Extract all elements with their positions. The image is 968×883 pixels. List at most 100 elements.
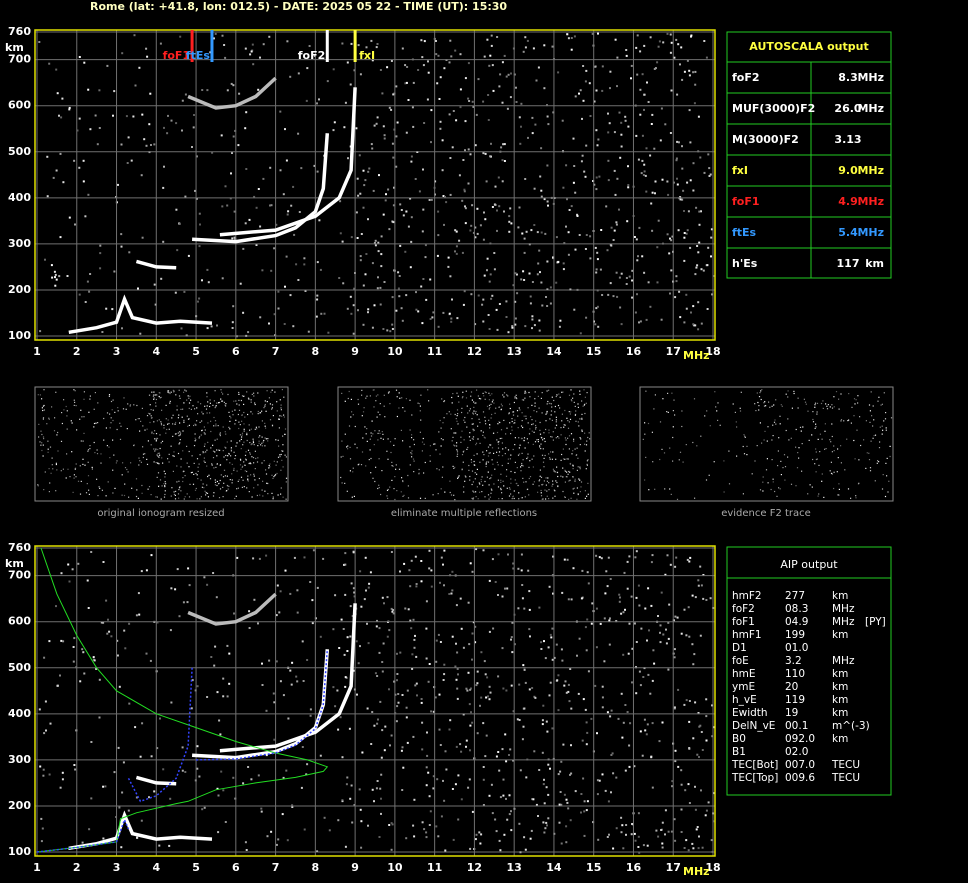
noise-dot (815, 448, 817, 450)
noise-dot (182, 480, 184, 483)
noise-dot (646, 81, 648, 84)
noise-dot (180, 458, 182, 460)
noise-dot (510, 454, 512, 456)
noise-dot (159, 447, 161, 450)
noise-dot (178, 480, 180, 482)
noise-dot (638, 321, 640, 324)
noise-dot (563, 684, 566, 687)
noise-dot (520, 425, 523, 427)
x-tick-label: 4 (152, 345, 160, 358)
noise-dot (370, 743, 373, 745)
noise-dot (440, 438, 442, 440)
noise-dot (368, 52, 371, 55)
noise-dot (365, 589, 367, 592)
noise-dot (71, 451, 73, 453)
noise-dot (487, 494, 490, 496)
noise-dot (175, 394, 177, 396)
noise-dot (448, 61, 451, 64)
noise-dot (653, 662, 656, 665)
x-tick-label: 13 (507, 861, 522, 874)
noise-dot (275, 464, 277, 466)
noise-dot (873, 435, 875, 437)
noise-dot (634, 311, 637, 314)
noise-dot (625, 833, 627, 836)
noise-dot (362, 437, 364, 439)
noise-dot (284, 433, 286, 435)
noise-dot (341, 482, 343, 484)
noise-dot (172, 423, 174, 425)
x-tick-label: 12 (467, 861, 482, 874)
noise-dot (521, 452, 523, 454)
noise-dot (233, 469, 235, 471)
noise-dot (207, 475, 209, 478)
noise-dot (555, 480, 557, 482)
noise-dot (219, 434, 221, 436)
noise-dot (67, 563, 70, 566)
noise-dot (565, 841, 568, 844)
noise-dot (646, 723, 649, 726)
noise-dot (397, 693, 400, 695)
noise-dot (383, 749, 386, 752)
noise-dot (453, 432, 455, 434)
noise-dot (477, 498, 479, 500)
noise-dot (581, 430, 583, 432)
noise-dot (73, 399, 75, 401)
noise-dot (182, 601, 185, 604)
noise-dot (180, 490, 182, 492)
noise-dot (262, 43, 265, 46)
noise-dot (213, 664, 216, 667)
noise-dot (85, 492, 88, 494)
noise-dot (628, 744, 631, 747)
noise-dot (600, 229, 603, 231)
noise-dot (468, 703, 471, 706)
noise-dot (497, 441, 499, 443)
noise-dot (410, 559, 413, 562)
noise-dot (456, 442, 458, 444)
noise-dot (466, 689, 469, 692)
noise-dot (570, 598, 573, 601)
noise-dot (551, 727, 554, 730)
noise-dot (609, 243, 612, 246)
noise-dot (41, 407, 43, 409)
noise-dot (351, 411, 353, 413)
noise-dot (138, 457, 140, 459)
noise-dot (81, 416, 83, 418)
noise-dot (784, 466, 787, 468)
noise-dot (568, 421, 570, 423)
noise-dot (622, 847, 625, 850)
noise-dot (487, 119, 490, 121)
noise-dot (468, 464, 470, 467)
noise-dot (464, 149, 466, 152)
noise-dot (443, 673, 446, 676)
noise-dot (282, 450, 284, 452)
noise-dot (246, 434, 248, 436)
noise-dot (234, 497, 236, 500)
noise-dot (261, 462, 263, 464)
noise-dot (145, 47, 148, 50)
noise-dot (396, 121, 399, 124)
noise-dot (853, 415, 855, 417)
noise-dot (683, 236, 686, 239)
noise-dot (659, 458, 661, 461)
noise-dot (659, 421, 662, 423)
noise-dot (439, 76, 442, 79)
noise-dot (402, 481, 404, 483)
noise-dot (153, 397, 155, 399)
noise-dot (221, 391, 223, 393)
noise-dot (683, 210, 685, 212)
noise-dot (685, 307, 688, 310)
aip-cell: B1 (732, 746, 746, 758)
noise-dot (584, 412, 586, 415)
noise-dot (196, 155, 198, 158)
noise-dot (279, 169, 282, 172)
noise-dot (569, 668, 572, 670)
noise-dot (365, 433, 367, 435)
aip-cell: Ewidth (732, 707, 768, 719)
noise-dot (427, 771, 430, 774)
noise-dot (196, 420, 198, 422)
noise-dot (642, 844, 645, 847)
noise-dot (76, 429, 78, 431)
noise-dot (231, 327, 234, 329)
noise-dot (502, 143, 505, 146)
noise-dot (98, 678, 101, 681)
